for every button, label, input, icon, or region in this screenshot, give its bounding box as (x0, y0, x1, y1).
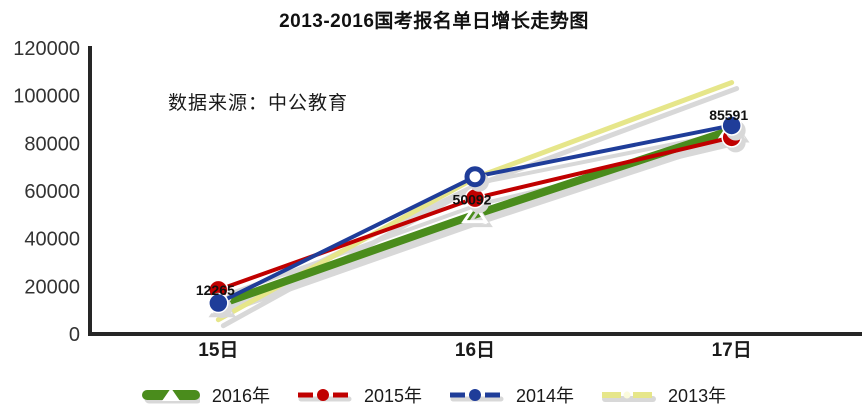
svg-text:60000: 60000 (24, 181, 80, 203)
svg-text:50092: 50092 (453, 192, 492, 208)
legend-label-2013: 2013年 (668, 386, 727, 406)
svg-text:100000: 100000 (13, 86, 80, 108)
x-axis-ticks: 15日 16日 17日 (198, 340, 751, 361)
svg-text:85591: 85591 (709, 107, 748, 123)
legend-swatch-2013-icon (602, 391, 657, 402)
legend: 2016年 2015年 2014年 2013年 (0, 380, 868, 410)
plot-area: 0 20000 40000 60000 80000 100000 120000 15日 16日… (13, 38, 862, 361)
svg-text:12265: 12265 (196, 282, 235, 298)
legend-swatch-2014-icon (450, 389, 504, 402)
axes (88, 46, 862, 336)
chart-title: 2013-2016国考报名单日增长走势图 (279, 11, 589, 32)
legend-swatch-2016-icon (141, 388, 200, 404)
legend-swatch-2015-icon (297, 389, 352, 402)
legend-label-2016: 2016年 (211, 386, 270, 406)
legend-item-2013: 2013年 (598, 382, 726, 408)
legend-item-2016: 2016年 (141, 382, 270, 408)
svg-text:15日: 15日 (198, 340, 238, 361)
legend-label-2015: 2015年 (363, 386, 422, 406)
svg-text:20000: 20000 (24, 276, 80, 298)
point-labels: 12265 50092 85591 (196, 107, 748, 298)
svg-text:120000: 120000 (13, 38, 80, 60)
svg-text:0: 0 (69, 324, 80, 346)
svg-text:80000: 80000 (24, 133, 80, 155)
svg-text:16日: 16日 (455, 340, 495, 361)
legend-label-2014: 2014年 (516, 386, 575, 406)
legend-item-2015: 2015年 (294, 382, 422, 408)
legend-item-2014: 2014年 (446, 382, 574, 408)
series-2014年-markers (208, 115, 746, 319)
y-axis-ticks: 0 20000 40000 60000 80000 100000 120000 (13, 38, 80, 346)
data-source-note: 数据来源：中公教育 (168, 93, 349, 114)
svg-text:40000: 40000 (24, 229, 80, 251)
svg-text:17日: 17日 (712, 340, 752, 361)
